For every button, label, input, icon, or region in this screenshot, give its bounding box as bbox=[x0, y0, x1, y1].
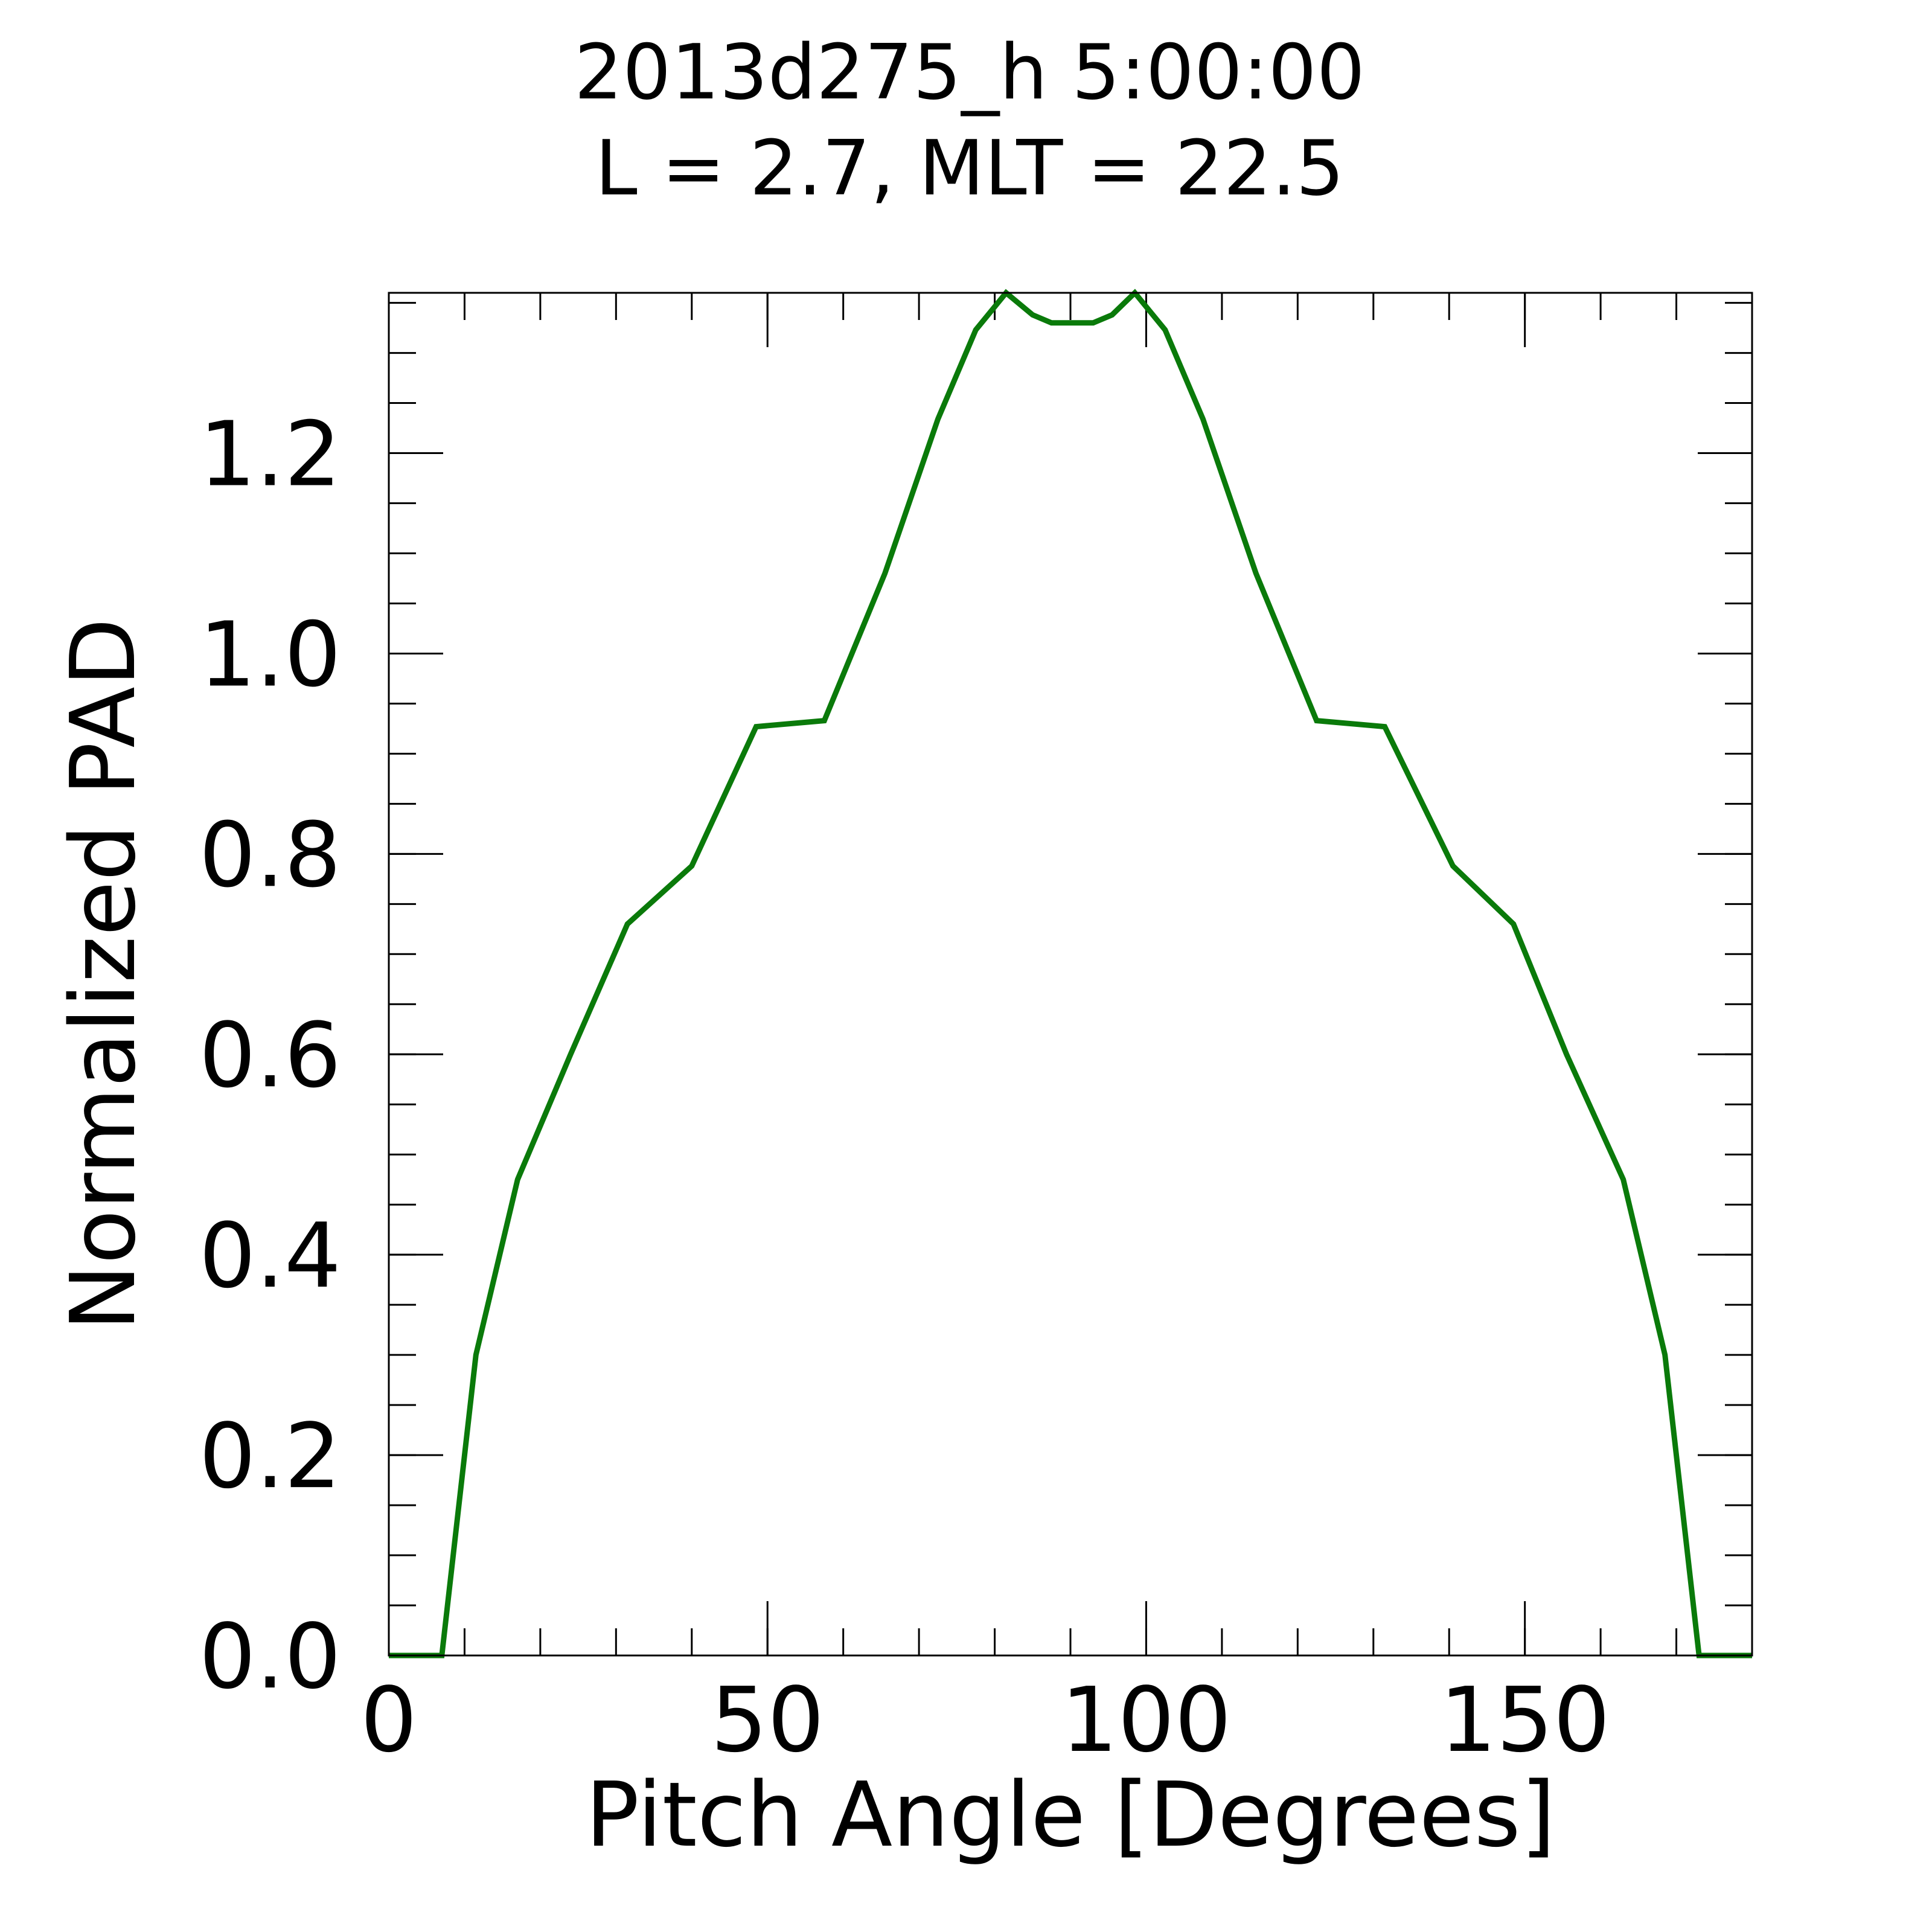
y-tick-label: 0.8 bbox=[199, 803, 341, 907]
y-tick-label: 1.0 bbox=[199, 603, 341, 706]
series-line bbox=[389, 289, 1752, 1659]
x-axis-label: Pitch Angle [Degrees] bbox=[586, 1763, 1556, 1867]
y-tick-label: 0.2 bbox=[199, 1404, 341, 1508]
y-tick-label: 0.4 bbox=[199, 1204, 341, 1308]
tick-labels: 0 50 100 150 0.0 0.2 0.4 0.6 0.8 1.0 1.2 bbox=[199, 403, 1610, 1772]
y-tick-label: 0.0 bbox=[199, 1605, 341, 1709]
x-tick-label: 150 bbox=[1439, 1668, 1610, 1772]
y-axis-label: Normalized PAD bbox=[51, 618, 155, 1331]
chart-title-line2: L = 2.7, MLT = 22.5 bbox=[595, 124, 1344, 213]
major-ticks bbox=[388, 293, 1752, 1657]
x-tick-label: 50 bbox=[711, 1668, 824, 1772]
chart-title-line1: 2013d275_h 5:00:00 bbox=[574, 28, 1365, 117]
y-tick-label: 1.2 bbox=[199, 403, 341, 507]
minor-ticks bbox=[388, 293, 1753, 1657]
series-layer bbox=[389, 289, 1752, 1659]
plot-frame bbox=[388, 292, 1753, 1657]
x-tick-label: 100 bbox=[1061, 1668, 1232, 1772]
y-tick-label: 0.6 bbox=[199, 1003, 341, 1107]
x-tick-label: 0 bbox=[360, 1668, 417, 1772]
